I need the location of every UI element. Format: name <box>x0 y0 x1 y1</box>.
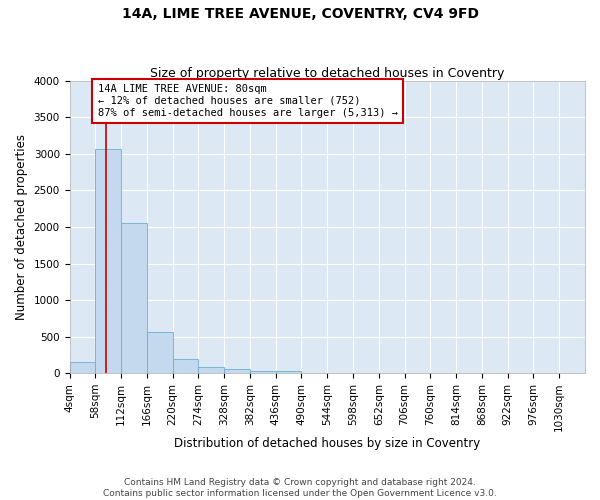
Bar <box>121 222 147 373</box>
Text: Contains HM Land Registry data © Crown copyright and database right 2024.
Contai: Contains HM Land Registry data © Crown c… <box>103 478 497 498</box>
Bar <box>70 362 95 373</box>
Bar <box>276 370 301 373</box>
Text: 14A, LIME TREE AVENUE, COVENTRY, CV4 9FD: 14A, LIME TREE AVENUE, COVENTRY, CV4 9FD <box>121 8 479 22</box>
Title: Size of property relative to detached houses in Coventry: Size of property relative to detached ho… <box>150 66 505 80</box>
Bar <box>173 359 199 373</box>
Text: 14A LIME TREE AVENUE: 80sqm
← 12% of detached houses are smaller (752)
87% of se: 14A LIME TREE AVENUE: 80sqm ← 12% of det… <box>98 84 398 117</box>
Bar <box>95 148 121 373</box>
Y-axis label: Number of detached properties: Number of detached properties <box>15 134 28 320</box>
Bar <box>250 370 276 373</box>
X-axis label: Distribution of detached houses by size in Coventry: Distribution of detached houses by size … <box>174 437 481 450</box>
Bar <box>224 369 250 373</box>
Bar <box>147 332 173 373</box>
Bar <box>199 368 224 373</box>
